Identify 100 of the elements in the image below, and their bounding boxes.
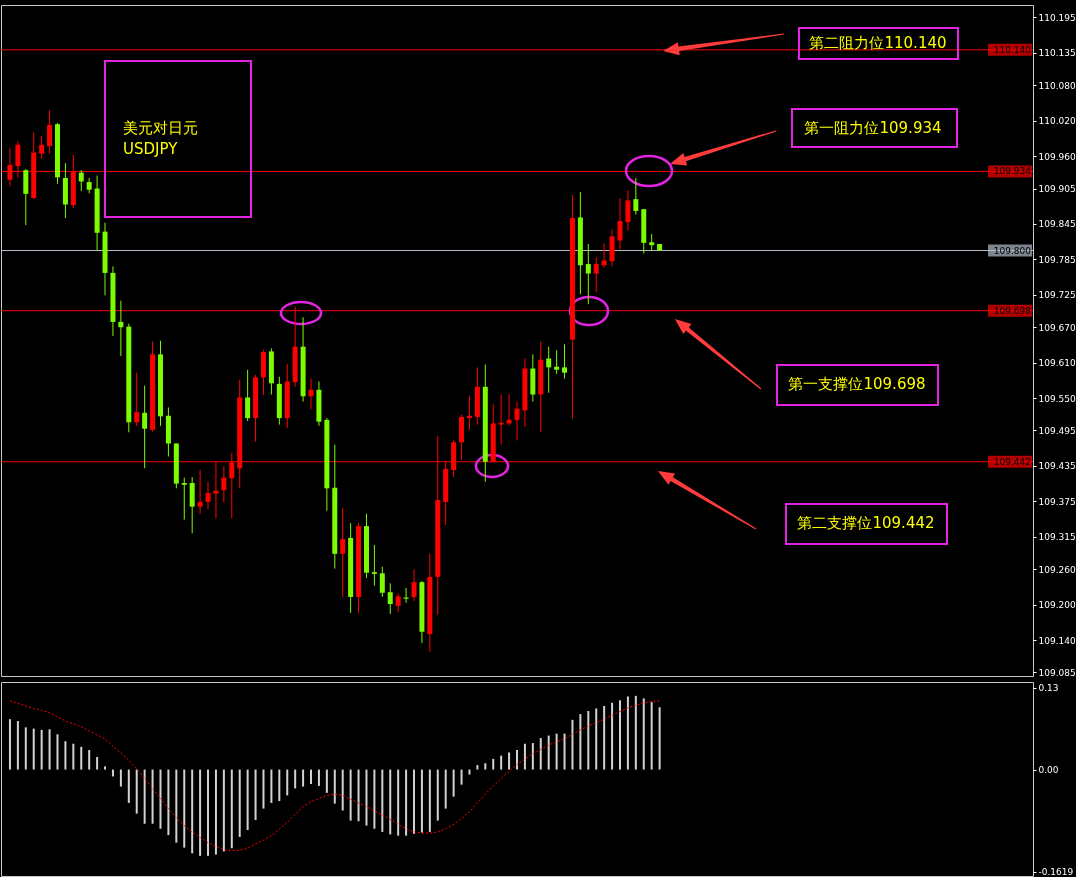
y-tick-label: 109.610 xyxy=(1038,358,1076,369)
bar xyxy=(40,729,43,770)
y-tick-label: 109.085 xyxy=(1038,667,1076,678)
bar xyxy=(183,769,186,848)
bar xyxy=(349,769,352,821)
bar xyxy=(56,734,59,770)
bar xyxy=(595,708,598,770)
bar xyxy=(175,769,178,843)
bar xyxy=(611,702,614,770)
candlestick xyxy=(546,346,552,394)
bar xyxy=(88,750,91,770)
candlestick xyxy=(39,135,45,160)
bar xyxy=(492,758,495,770)
bar xyxy=(523,743,526,770)
y-tick-label: 109.375 xyxy=(1038,496,1076,507)
bar xyxy=(80,746,83,770)
candlestick xyxy=(78,169,84,192)
bar xyxy=(325,769,328,793)
bar xyxy=(571,719,574,770)
candlestick xyxy=(387,582,393,615)
candlestick xyxy=(498,394,504,446)
bar xyxy=(207,769,210,856)
bar xyxy=(428,769,431,832)
bar xyxy=(127,769,130,803)
candlestick xyxy=(562,343,568,380)
bar xyxy=(587,710,590,770)
bar xyxy=(143,769,146,824)
bar xyxy=(555,733,558,770)
candlestick xyxy=(308,378,314,410)
bar xyxy=(452,769,455,797)
annotation: 第一支撑位109.698 xyxy=(788,375,926,393)
bar xyxy=(214,769,217,855)
y-tick-label: 109.670 xyxy=(1038,322,1076,333)
bar xyxy=(167,769,170,836)
bar xyxy=(381,769,384,832)
annotation: 美元对日元 xyxy=(123,119,198,137)
bar xyxy=(262,769,265,809)
bar xyxy=(436,769,439,821)
bar xyxy=(389,769,392,835)
bar xyxy=(531,743,534,770)
bar xyxy=(222,769,225,852)
candlestick xyxy=(23,168,29,226)
bar xyxy=(516,750,518,770)
bar xyxy=(230,769,233,849)
y-tick-label: -0.1619 xyxy=(1038,867,1074,877)
y-tick-label: 109.435 xyxy=(1038,461,1076,472)
candlestick xyxy=(514,401,520,442)
bar xyxy=(72,743,75,770)
candlestick xyxy=(340,507,346,599)
bar xyxy=(294,769,297,789)
candlestick xyxy=(593,257,599,293)
bar xyxy=(96,756,99,770)
candlestick xyxy=(47,109,53,155)
candlestick xyxy=(118,300,124,357)
y-tick-label: 109.140 xyxy=(1038,635,1076,646)
candlestick xyxy=(371,544,377,587)
bar xyxy=(508,752,511,770)
bar xyxy=(476,765,479,770)
ref-line-label: 109.698 xyxy=(993,305,1032,316)
bar xyxy=(302,769,305,787)
candlestick xyxy=(554,349,560,375)
y-tick-label: 109.845 xyxy=(1038,219,1076,230)
bar xyxy=(603,705,606,770)
bar xyxy=(119,769,122,787)
annotation: 第二阻力位110.140 xyxy=(809,34,947,52)
line-series xyxy=(9,700,661,852)
annotation: 第二支撑位109.442 xyxy=(797,514,935,532)
candlestick xyxy=(134,372,140,427)
y-tick-label: 110.135 xyxy=(1038,48,1076,59)
y-tick-label: 109.960 xyxy=(1038,151,1076,162)
ref-line-label: 109.800 xyxy=(993,245,1032,256)
y-tick-label: 109.905 xyxy=(1038,184,1076,195)
bar xyxy=(444,769,447,809)
bar xyxy=(405,769,408,836)
candlestick xyxy=(221,465,227,503)
bar xyxy=(310,769,313,785)
bar xyxy=(159,769,162,829)
bar xyxy=(413,769,416,834)
bar xyxy=(460,769,463,785)
annotation: 第一阻力位109.934 xyxy=(804,119,942,137)
ref-line-label: 109.934 xyxy=(993,166,1032,177)
bar xyxy=(8,719,11,770)
bar xyxy=(579,714,582,770)
bar xyxy=(547,735,550,770)
bar xyxy=(24,727,27,770)
y-tick-label: 110.080 xyxy=(1038,80,1076,91)
annotation: USDJPY xyxy=(123,140,179,158)
bar xyxy=(238,769,241,837)
bar xyxy=(365,769,368,826)
bar xyxy=(48,729,51,770)
bar xyxy=(278,769,281,802)
bar xyxy=(151,769,154,824)
bar xyxy=(16,721,19,770)
y-tick-label: 109.785 xyxy=(1038,254,1076,265)
ref-line-label: 109.442 xyxy=(993,456,1031,467)
candlestick xyxy=(585,243,591,305)
candlestick xyxy=(633,177,639,215)
bar xyxy=(658,707,661,770)
bar xyxy=(191,769,194,854)
bar xyxy=(468,769,471,775)
